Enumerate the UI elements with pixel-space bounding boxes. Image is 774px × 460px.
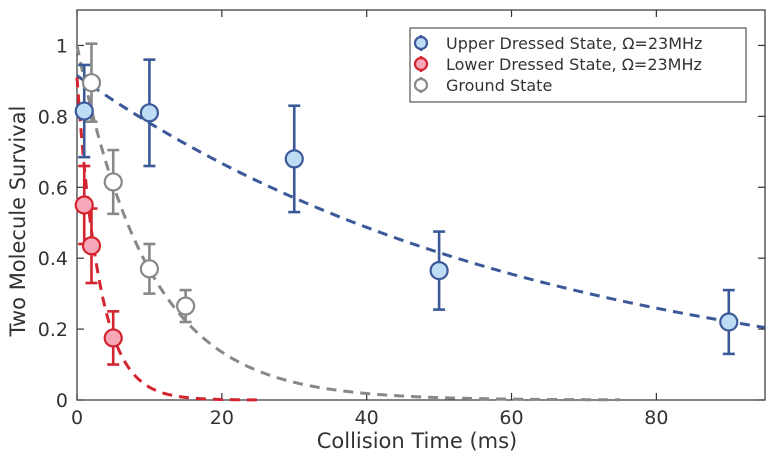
x-axis-label: Collision Time (ms) [317,429,517,453]
y-axis-label: Two Molecule Survival [6,106,30,338]
x-tick-label: 40 [355,407,379,429]
data-points-layer [74,73,739,348]
legend-entry-lower: Lower Dressed State, Ω=23MHz [413,55,702,74]
legend-marker-lower [413,56,429,72]
data-point-lower [74,195,94,215]
data-point-ground [139,259,160,279]
ticks-layer: 0 20 40 60 80 0 0.2 0.4 0.6 0.8 1 [38,10,765,429]
data-point-ground [81,73,102,93]
data-point-upper [719,312,739,332]
legend-marker-ground [413,77,429,93]
x-tick-label: 20 [210,407,234,429]
data-point-upper [74,101,94,121]
x-tick-label: 80 [644,407,668,429]
x-tick-label: 0 [71,407,83,429]
y-tick-label: 1 [56,35,68,57]
x-tick-label: 60 [499,407,523,429]
y-tick-label: 0 [56,390,68,412]
legend-label-upper: Upper Dressed State, Ω=23MHz [446,34,702,53]
legend-label-lower: Lower Dressed State, Ω=23MHz [446,55,702,74]
y-tick-label: 0.8 [38,106,68,128]
data-point-upper [284,149,304,169]
data-point-ground [103,172,123,192]
legend-entry-ground: Ground State [413,76,552,95]
data-point-upper [139,103,160,123]
legend-label-ground: Ground State [446,76,552,95]
legend: Upper Dressed State, Ω=23MHz Lower Dress… [409,27,747,103]
data-point-lower [103,328,123,348]
legend-box [409,27,747,103]
data-point-ground [176,296,196,316]
data-point-lower [81,236,102,256]
y-tick-label: 0.6 [38,177,68,199]
legend-entry-upper: Upper Dressed State, Ω=23MHz [413,34,702,53]
y-tick-label: 0.4 [38,248,68,270]
fit-curves-layer [75,45,766,402]
data-point-upper [429,260,449,281]
legend-marker-upper [413,35,429,51]
y-tick-label: 0.2 [38,319,68,341]
fit-curve-lower [75,77,259,402]
fit-curve-ground [75,45,621,402]
